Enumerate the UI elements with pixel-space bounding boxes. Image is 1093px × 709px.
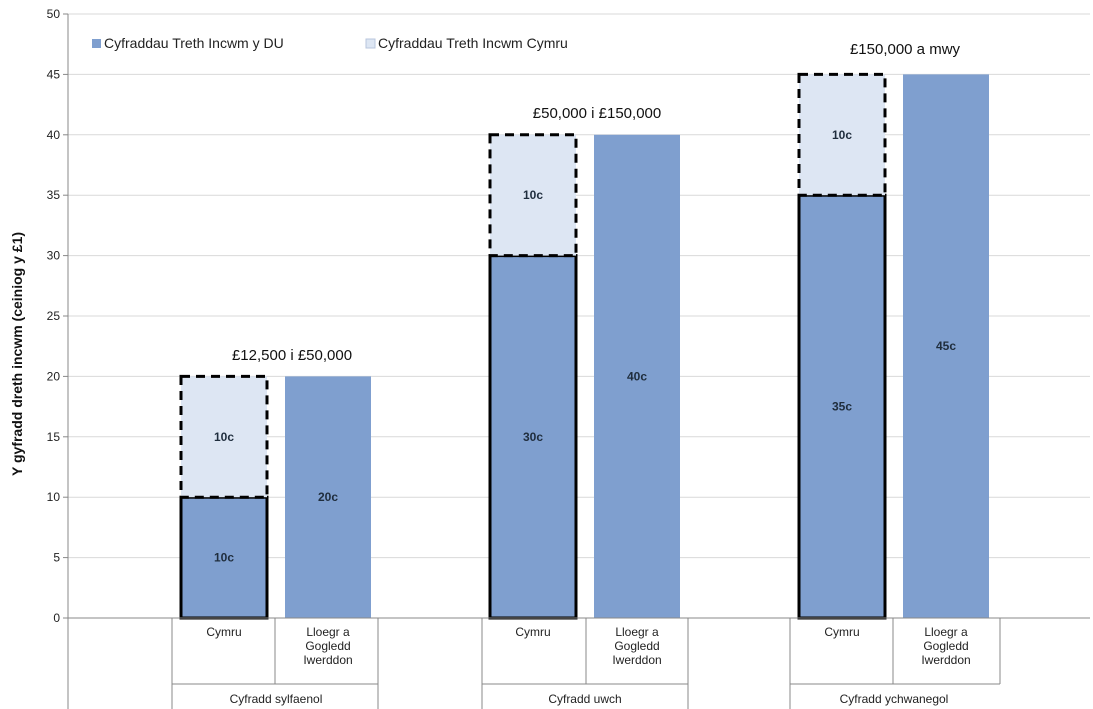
uk-rate-bar: [797, 193, 887, 620]
band-label-higher: £50,000 i £150,000: [533, 105, 661, 122]
wales-rate-label: 10c: [523, 188, 543, 202]
y-tick-label: 40: [47, 128, 61, 142]
y-tick-label: 15: [47, 430, 61, 444]
y-tick-label: 50: [47, 7, 61, 21]
uk-rate-label: 40c: [627, 369, 647, 383]
legend-swatch-uk: [92, 39, 101, 48]
y-tick-label: 5: [53, 551, 60, 565]
y-tick-label: 10: [47, 490, 61, 504]
category-label: Lloegr a: [306, 625, 350, 639]
y-tick-label: 0: [53, 611, 60, 625]
band-labels: £12,500 i £50,000 £50,000 i £150,000 £15…: [232, 41, 961, 364]
category-label: Cymru: [824, 625, 859, 639]
category-label: Cymru: [206, 625, 241, 639]
uk-rate-bar: [488, 254, 578, 620]
legend: Cyfraddau Treth Incwm y DU Cyfraddau Tre…: [92, 35, 568, 51]
category-label: Iwerddon: [303, 653, 352, 667]
wales-rate-bar: [797, 72, 887, 197]
y-tick-label: 30: [47, 249, 61, 263]
group-label: Cyfradd sylfaenol: [230, 692, 323, 706]
category-label: Lloegr a: [615, 625, 659, 639]
category-label: Gogledd: [614, 639, 659, 653]
y-axis-ticks: 0 5 10 15 20 25 30 35 40 45 50: [47, 7, 68, 625]
group-label: Cyfradd ychwanegol: [840, 692, 949, 706]
x-axis: [67, 14, 1090, 709]
data-labels: 10c 10c 20c 30c 10c 40c 35c 10c 45c: [214, 128, 956, 565]
wales-rate-bar: [488, 133, 578, 258]
category-label: Cymru: [515, 625, 550, 639]
legend-swatch-wales: [365, 38, 376, 49]
uk-rate-label: 45c: [936, 339, 956, 353]
category-label: Iwerddon: [612, 653, 661, 667]
bars: [179, 72, 989, 620]
legend-label-wales: Cyfraddau Treth Incwm Cymru: [378, 35, 568, 51]
band-label-basic: £12,500 i £50,000: [232, 347, 352, 364]
uk-rate-label: 30c: [523, 430, 543, 444]
wales-rate-label: 10c: [832, 128, 852, 142]
wales-rate-label: 10c: [214, 430, 234, 444]
uk-rate-label: 35c: [832, 400, 852, 414]
category-label: Gogledd: [305, 639, 350, 653]
wales-rate-bar: [179, 374, 269, 499]
band-label-additional: £150,000 a mwy: [850, 41, 961, 58]
y-tick-label: 35: [47, 188, 61, 202]
uk-rate-bar: [594, 134, 680, 619]
category-label: Lloegr a: [924, 625, 968, 639]
uk-rate-bar: [285, 376, 371, 618]
group-label: Cyfradd uwch: [548, 692, 621, 706]
uk-rate-label: 10c: [214, 551, 234, 565]
uk-rate-bar: [903, 74, 989, 618]
y-axis-label: Y gyfradd dreth incwm (ceiniog y £1): [9, 232, 25, 476]
y-tick-label: 25: [47, 309, 61, 323]
category-label: Gogledd: [923, 639, 968, 653]
uk-rate-label: 20c: [318, 490, 338, 504]
y-tick-label: 20: [47, 369, 61, 383]
category-label: Iwerddon: [921, 653, 970, 667]
y-tick-label: 45: [47, 67, 61, 81]
legend-label-uk: Cyfraddau Treth Incwm y DU: [104, 35, 284, 51]
